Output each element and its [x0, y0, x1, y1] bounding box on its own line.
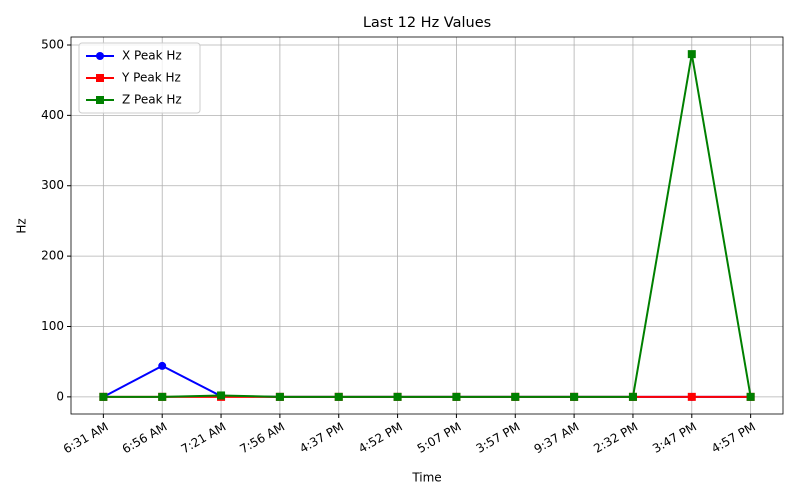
x-axis-label: Time — [411, 471, 441, 485]
legend-label: Y Peak Hz — [121, 71, 181, 85]
legend-marker — [96, 74, 104, 82]
legend-label: Z Peak Hz — [122, 93, 182, 107]
data-point — [746, 392, 755, 401]
data-point — [217, 391, 226, 400]
data-point — [687, 50, 696, 59]
legend-box — [78, 42, 201, 114]
data-point — [158, 392, 167, 401]
data-point — [99, 392, 108, 401]
data-point — [452, 392, 461, 401]
y-tick-label: 100 — [41, 319, 64, 333]
data-point — [628, 392, 637, 401]
y-tick-label: 400 — [41, 108, 64, 122]
data-point — [393, 392, 402, 401]
y-tick-label: 300 — [41, 178, 64, 192]
data-point — [511, 392, 520, 401]
data-point — [687, 392, 696, 401]
data-point — [334, 392, 343, 401]
legend-label: X Peak Hz — [122, 49, 182, 63]
y-tick-label: 500 — [41, 37, 64, 51]
series-line — [103, 53, 752, 398]
data-point — [275, 392, 284, 401]
chart-title: Last 12 Hz Values — [363, 15, 491, 31]
y-tick-label: 200 — [41, 249, 64, 263]
data-point — [570, 392, 579, 401]
data-point — [158, 361, 167, 370]
y-tick-label: 0 — [56, 389, 64, 403]
legend-marker — [96, 96, 104, 104]
plot-frame — [70, 36, 784, 415]
legend-marker — [96, 52, 104, 60]
y-axis-label: Hz — [15, 218, 29, 233]
